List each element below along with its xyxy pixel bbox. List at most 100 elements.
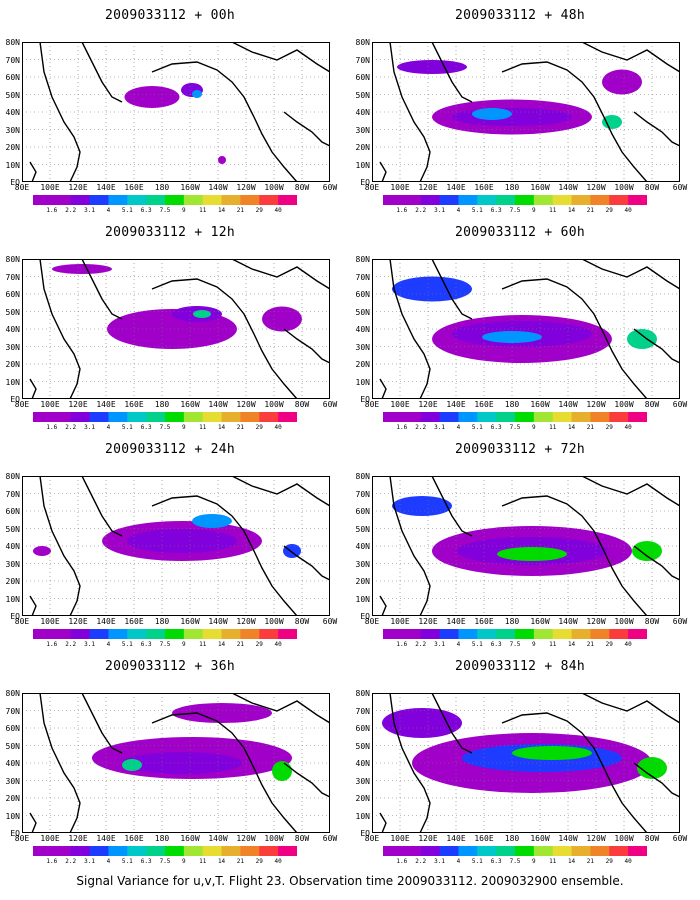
lat-label: 50N	[355, 741, 370, 751]
colorbar-label: 11	[549, 858, 557, 865]
colorbar-label: 21	[236, 207, 245, 214]
colorbar-swatch	[127, 629, 147, 639]
coastline	[389, 259, 431, 399]
lat-label: 20N	[355, 577, 370, 586]
lat-label: 40N	[5, 325, 20, 334]
colorbar-swatch	[458, 629, 478, 639]
variance-contour	[122, 759, 142, 771]
coastline	[81, 476, 123, 537]
map-plot	[372, 693, 680, 833]
colorbar-label: 5.1	[471, 641, 483, 648]
variance-contour	[218, 156, 226, 164]
lon-label: 80E	[14, 400, 30, 409]
colorbar-swatch	[439, 846, 459, 856]
colorbar-label: 9	[532, 641, 536, 648]
colorbar-swatch	[571, 629, 591, 639]
coastline	[379, 812, 387, 833]
colorbar-label: 40	[274, 207, 282, 214]
panel-title: 2009033112 + 60h	[454, 225, 586, 240]
lon-label: 120W	[236, 183, 256, 192]
colorbar-swatch	[609, 846, 629, 856]
colorbar-label: 14	[217, 207, 226, 214]
map-panel: 2009033112 + 12h 80N 70N 60N 50N 40N 30N 20N 10N…	[0, 217, 340, 432]
coastline	[151, 278, 298, 399]
colorbar-label: 21	[586, 424, 595, 431]
lon-label: 100E	[390, 183, 410, 192]
colorbar-swatch	[259, 629, 279, 639]
lat-label: EQ	[360, 395, 370, 404]
lon-label: 60W	[672, 617, 688, 626]
colorbar-label: 4	[106, 858, 111, 865]
lat-label: EQ	[360, 178, 370, 187]
colorbar-swatch	[259, 412, 279, 422]
variance-contour	[497, 547, 567, 561]
lat-label: 10N	[355, 377, 370, 387]
lat-label: 20N	[5, 360, 20, 369]
colorbar-label: 2.2	[65, 641, 77, 648]
lon-label: 140W	[208, 400, 228, 409]
panel-title: 2009033112 + 36h	[104, 659, 236, 674]
variance-contour	[602, 115, 622, 129]
colorbar-label: 4	[456, 858, 461, 865]
colorbar-swatch	[439, 629, 459, 639]
variance-contour	[283, 544, 301, 558]
lon-label: 120E	[418, 617, 438, 626]
variance-contour	[392, 276, 472, 302]
colorbar-label: 1.6	[396, 207, 408, 214]
colorbar-swatch	[221, 412, 241, 422]
colorbar-label: 11	[199, 424, 207, 431]
colorbar-swatch	[51, 629, 72, 639]
lat-label: 40N	[355, 325, 370, 334]
colorbar-label: 6.3	[140, 858, 152, 865]
variance-contour	[262, 306, 302, 332]
lon-label: 140E	[96, 617, 116, 626]
colorbar-swatch	[628, 629, 647, 639]
colorbar-label: 4	[456, 207, 461, 214]
coastline	[501, 61, 648, 182]
coastline	[231, 259, 330, 290]
coastline	[379, 378, 387, 399]
coastline	[581, 259, 680, 290]
panel-title: 2009033112 + 84h	[454, 659, 586, 674]
lon-label: 80W	[644, 183, 660, 192]
colorbar-swatch	[401, 846, 422, 856]
lat-label: 60N	[355, 724, 370, 733]
coastline	[633, 111, 680, 147]
colorbar	[33, 846, 297, 856]
colorbar-swatch	[571, 846, 591, 856]
lat-label: 40N	[5, 759, 20, 768]
lat-label: 60N	[5, 290, 20, 299]
lat-label: 50N	[355, 307, 370, 317]
lon-label: 80E	[14, 183, 30, 192]
colorbar-label: 9	[182, 207, 186, 214]
coastline	[283, 111, 330, 147]
colorbar-label: 1.6	[396, 858, 408, 865]
colorbar-label: 29	[255, 424, 263, 431]
colorbar-label: 21	[586, 858, 595, 865]
colorbar-label: 5.1	[471, 207, 483, 214]
lon-label: 160E	[124, 834, 144, 843]
colorbar-label: 40	[274, 641, 282, 648]
lat-label: 70N	[5, 489, 20, 499]
lat-label: 30N	[5, 125, 20, 135]
colorbar-swatch	[127, 846, 147, 856]
colorbar-swatch	[496, 629, 516, 639]
lon-label: 120E	[68, 617, 88, 626]
colorbar-swatch	[221, 195, 241, 205]
lat-label: 60N	[5, 73, 20, 82]
colorbar-label: 29	[605, 641, 613, 648]
lon-label: 160E	[124, 617, 144, 626]
colorbar-swatch	[240, 195, 260, 205]
colorbar-swatch	[420, 629, 441, 639]
colorbar-swatch	[420, 846, 441, 856]
lon-label: 140W	[208, 617, 228, 626]
colorbar-swatch	[477, 629, 497, 639]
colorbar-label: 5.1	[471, 858, 483, 865]
lat-label: 50N	[5, 307, 20, 317]
colorbar-label: 3.1	[434, 858, 445, 865]
colorbar-swatch	[33, 195, 53, 205]
lat-label: EQ	[360, 829, 370, 838]
lat-label: 20N	[355, 360, 370, 369]
colorbar-swatch	[70, 195, 91, 205]
lat-label: 60N	[355, 507, 370, 516]
